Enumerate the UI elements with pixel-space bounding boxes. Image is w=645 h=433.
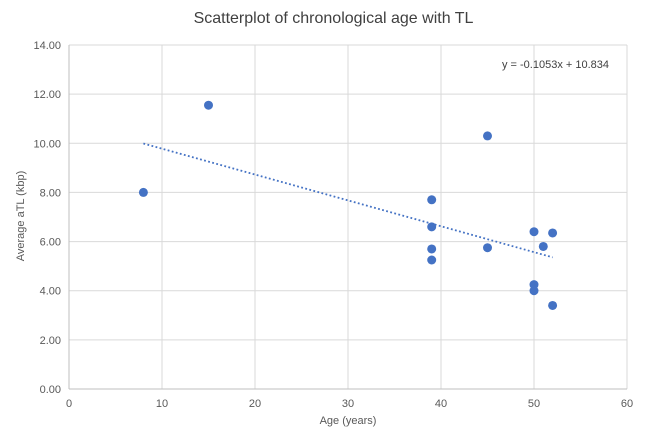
data-point [548, 228, 558, 238]
y-tick-label: 6.00 [40, 237, 61, 249]
data-point [204, 100, 213, 110]
y-tick-label: 2.00 [40, 335, 61, 347]
x-tick-label: 0 [66, 398, 72, 410]
data-point [529, 286, 539, 296]
data-point [138, 187, 148, 197]
data-point [427, 255, 437, 265]
x-tick-label: 10 [156, 398, 168, 410]
data-point [427, 222, 437, 232]
gridlines [68, 44, 628, 390]
x-tick-label: 60 [621, 398, 633, 410]
data-point [427, 195, 437, 205]
y-tick-label: 12.00 [33, 89, 61, 101]
x-axis-title: Age (years) [319, 415, 377, 427]
x-tick-label: 50 [528, 398, 540, 410]
data-point [483, 243, 492, 253]
data-point [538, 241, 548, 251]
trendline-equation-label: y = -0.1053x + 10.834 [501, 59, 609, 71]
y-tick-label: 0.00 [40, 384, 61, 396]
trendline [143, 142, 553, 259]
data-point [548, 300, 558, 310]
data-point [427, 244, 437, 254]
y-tick-label: 14.00 [33, 40, 61, 52]
data-point [483, 131, 492, 141]
chart-title: Scatterplot of chronological age with TL [193, 10, 474, 27]
y-tick-label: 10.00 [33, 138, 61, 150]
x-tick-label: 40 [435, 398, 447, 410]
x-tick-label: 30 [342, 398, 354, 410]
data-point [529, 227, 539, 237]
y-tick-label: 8.00 [40, 187, 61, 199]
data-points [138, 100, 558, 310]
x-tick-label: 20 [249, 398, 261, 410]
y-tick-label: 4.00 [40, 286, 61, 298]
